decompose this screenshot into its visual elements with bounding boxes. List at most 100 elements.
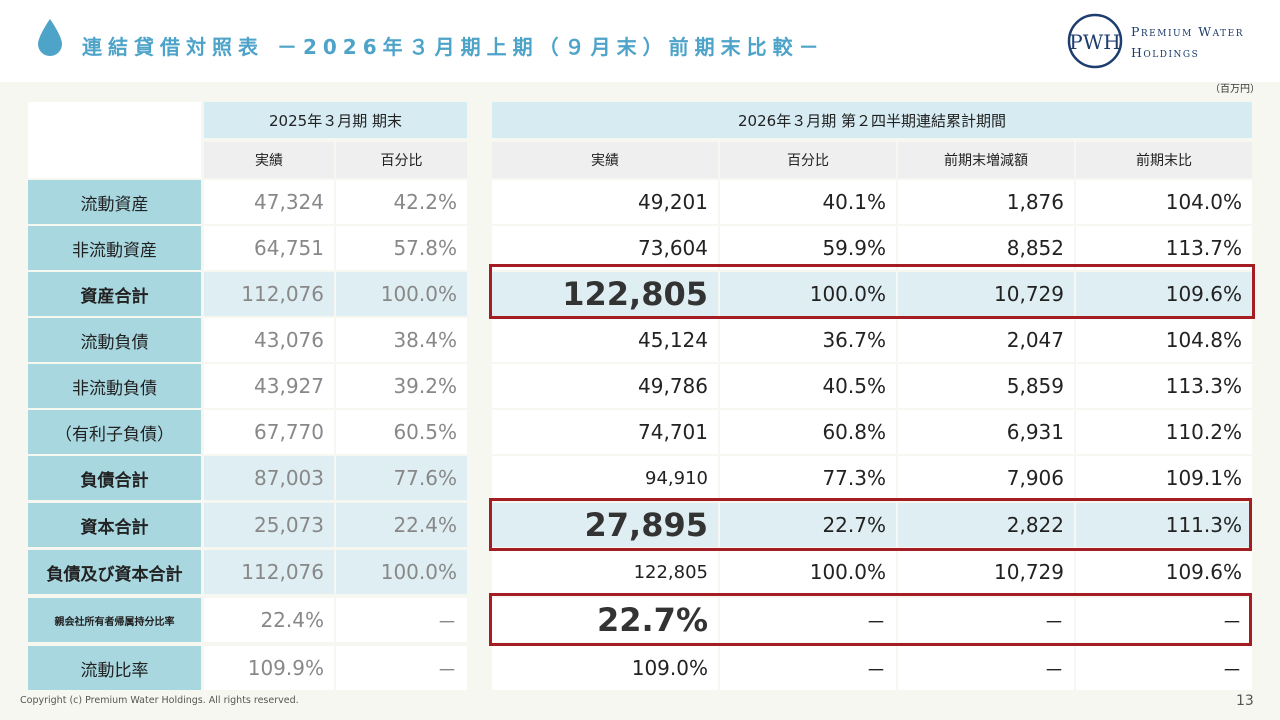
curr-value-cell: 109.6%	[1076, 272, 1252, 316]
prev-value-cell: －	[336, 598, 467, 642]
prev-value-cell: 100.0%	[336, 550, 467, 594]
curr-period-header: 2026年３月期 第２四半期連結累計期間	[492, 102, 1252, 138]
curr-value-cell: 100.0%	[720, 272, 896, 316]
row-label: 非流動資産	[28, 226, 201, 270]
prev-value-cell: 57.8%	[336, 226, 467, 270]
curr-value-cell: 104.0%	[1076, 180, 1252, 224]
curr-value-cell: 110.2%	[1076, 410, 1252, 454]
row-label: 資本合計	[28, 503, 201, 547]
prev-period-header: 2025年３月期 期末	[204, 102, 467, 138]
curr-value-cell: 49,786	[492, 364, 718, 408]
curr-value-cell: －	[1076, 598, 1252, 642]
curr-value-cell: 10,729	[898, 272, 1074, 316]
curr-value-cell: 113.7%	[1076, 226, 1252, 270]
svg-text:PWH: PWH	[1069, 30, 1120, 54]
curr-value-cell: 100.0%	[720, 550, 896, 594]
prev-value-cell: 100.0%	[336, 272, 467, 316]
curr-value-cell: 40.1%	[720, 180, 896, 224]
logo-line-2: Holdings	[1131, 45, 1200, 60]
sub-header: 百分比	[720, 142, 896, 178]
curr-value-cell: 122,805	[492, 272, 718, 316]
curr-value-cell: 8,852	[898, 226, 1074, 270]
curr-value-cell: 104.8%	[1076, 318, 1252, 362]
prev-value-cell: 109.9%	[204, 646, 334, 690]
curr-value-cell: 22.7%	[720, 503, 896, 547]
prev-value-cell: 112,076	[204, 272, 334, 316]
curr-value-cell: 111.3%	[1076, 503, 1252, 547]
prev-value-cell: 67,770	[204, 410, 334, 454]
curr-value-cell: 10,729	[898, 550, 1074, 594]
sub-header: 前期末比	[1076, 142, 1252, 178]
prev-value-cell: 38.4%	[336, 318, 467, 362]
row-label: （有利子負債）	[28, 410, 201, 454]
curr-value-cell: 77.3%	[720, 456, 896, 500]
row-label: 流動負債	[28, 318, 201, 362]
premium-water-logo-icon: PWH	[1067, 13, 1123, 69]
sub-header: 実績	[204, 142, 334, 178]
copyright-text: Copyright (c) Premium Water Holdings. Al…	[20, 695, 299, 706]
highlight-frame-total-assets	[489, 264, 1255, 319]
company-logo-text: Premium Water Holdings	[1131, 21, 1244, 63]
curr-value-cell: 27,895	[492, 503, 718, 547]
curr-value-cell: 109.1%	[1076, 456, 1252, 500]
curr-value-cell: 73,604	[492, 226, 718, 270]
row-label: 流動資産	[28, 180, 201, 224]
prev-value-cell: 64,751	[204, 226, 334, 270]
sub-header: 前期末増減額	[898, 142, 1074, 178]
row-label: 負債及び資本合計	[28, 550, 201, 594]
prev-value-cell: 43,927	[204, 364, 334, 408]
curr-value-cell: 94,910	[492, 456, 718, 500]
prev-value-cell: 42.2%	[336, 180, 467, 224]
prev-value-cell: －	[336, 646, 467, 690]
curr-value-cell: 60.8%	[720, 410, 896, 454]
curr-value-cell: －	[1076, 646, 1252, 690]
prev-value-cell: 77.6%	[336, 456, 467, 500]
prev-value-cell: 47,324	[204, 180, 334, 224]
logo-line-1: Premium Water	[1131, 24, 1245, 39]
curr-value-cell: －	[720, 598, 896, 642]
prev-value-cell: 22.4%	[336, 503, 467, 547]
curr-value-cell: 109.6%	[1076, 550, 1252, 594]
curr-value-cell: 109.0%	[492, 646, 718, 690]
row-label: 負債合計	[28, 456, 201, 500]
curr-value-cell: 45,124	[492, 318, 718, 362]
prev-value-cell: 39.2%	[336, 364, 467, 408]
curr-value-cell: 5,859	[898, 364, 1074, 408]
curr-value-cell: 7,906	[898, 456, 1074, 500]
curr-value-cell: 2,047	[898, 318, 1074, 362]
curr-value-cell: －	[898, 598, 1074, 642]
prev-value-cell: 112,076	[204, 550, 334, 594]
row-label: 親会社所有者帰属持分比率	[28, 598, 201, 642]
highlight-frame-total-equity	[489, 498, 1252, 551]
highlight-frame-equity-ratio	[489, 593, 1252, 646]
prev-value-cell: 22.4%	[204, 598, 334, 642]
curr-value-cell: 59.9%	[720, 226, 896, 270]
corner-blank	[28, 102, 201, 178]
prev-value-cell: 25,073	[204, 503, 334, 547]
curr-value-cell: 1,876	[898, 180, 1074, 224]
row-label: 流動比率	[28, 646, 201, 690]
curr-value-cell: 74,701	[492, 410, 718, 454]
water-drop-icon	[38, 19, 62, 56]
row-label: 資産合計	[28, 272, 201, 316]
curr-value-cell: 2,822	[898, 503, 1074, 547]
unit-label: （百万円）	[1210, 84, 1260, 95]
curr-value-cell: 22.7%	[492, 598, 718, 642]
prev-value-cell: 60.5%	[336, 410, 467, 454]
slide-header: 連結貸借対照表 －2026年３月期上期（９月末）前期末比較－ PWH Premi…	[0, 0, 1280, 82]
curr-value-cell: 49,201	[492, 180, 718, 224]
prev-value-cell: 43,076	[204, 318, 334, 362]
sub-header: 百分比	[336, 142, 467, 178]
row-label: 非流動負債	[28, 364, 201, 408]
prev-value-cell: 87,003	[204, 456, 334, 500]
curr-value-cell: 113.3%	[1076, 364, 1252, 408]
curr-value-cell: －	[720, 646, 896, 690]
sub-header: 実績	[492, 142, 718, 178]
page-number: 13	[1236, 693, 1254, 709]
page-title: 連結貸借対照表 －2026年３月期上期（９月末）前期末比較－	[82, 35, 825, 59]
curr-value-cell: 36.7%	[720, 318, 896, 362]
curr-value-cell: 122,805	[492, 550, 718, 594]
curr-value-cell: －	[898, 646, 1074, 690]
curr-value-cell: 6,931	[898, 410, 1074, 454]
curr-value-cell: 40.5%	[720, 364, 896, 408]
